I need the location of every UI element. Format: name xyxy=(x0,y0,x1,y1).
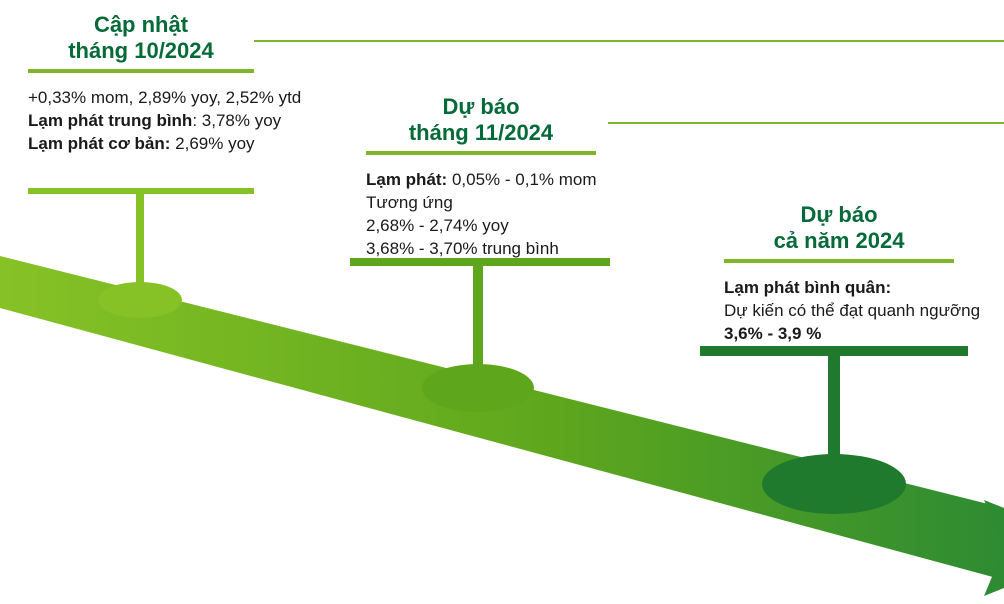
timeline-node-cap xyxy=(28,188,254,194)
horizontal-rule xyxy=(254,40,1004,42)
timeline-node-cap xyxy=(700,346,968,356)
block-underline xyxy=(28,69,254,73)
timeline-node-pole xyxy=(136,192,144,292)
horizontal-rule xyxy=(608,122,1004,124)
block-underline xyxy=(366,151,596,155)
info-block: Dự báocả năm 2024 Lạm phát bình quân:Dự k… xyxy=(724,202,994,346)
info-block: Dự báotháng 11/2024 Lạm phát: 0,05% - 0,1… xyxy=(366,94,666,261)
timeline-node-pole xyxy=(828,354,840,472)
block-title: Dự báocả năm 2024 xyxy=(724,202,954,255)
timeline-node-pole xyxy=(473,264,483,376)
block-body: +0,33% mom, 2,89% yoy, 2,52% ytdLạm phát… xyxy=(28,87,328,156)
stage: Cập nhậttháng 10/2024 +0,33% mom, 2,89% y… xyxy=(0,0,1004,604)
block-title: Dự báotháng 11/2024 xyxy=(366,94,596,147)
block-underline xyxy=(724,259,954,263)
block-body: Lạm phát: 0,05% - 0,1% momTương ứng2,68%… xyxy=(366,169,666,261)
block-title: Cập nhậttháng 10/2024 xyxy=(28,12,254,65)
info-block: Cập nhậttháng 10/2024 +0,33% mom, 2,89% y… xyxy=(28,12,328,156)
block-body: Lạm phát bình quân:Dự kiến có thể đạt qu… xyxy=(724,277,994,346)
